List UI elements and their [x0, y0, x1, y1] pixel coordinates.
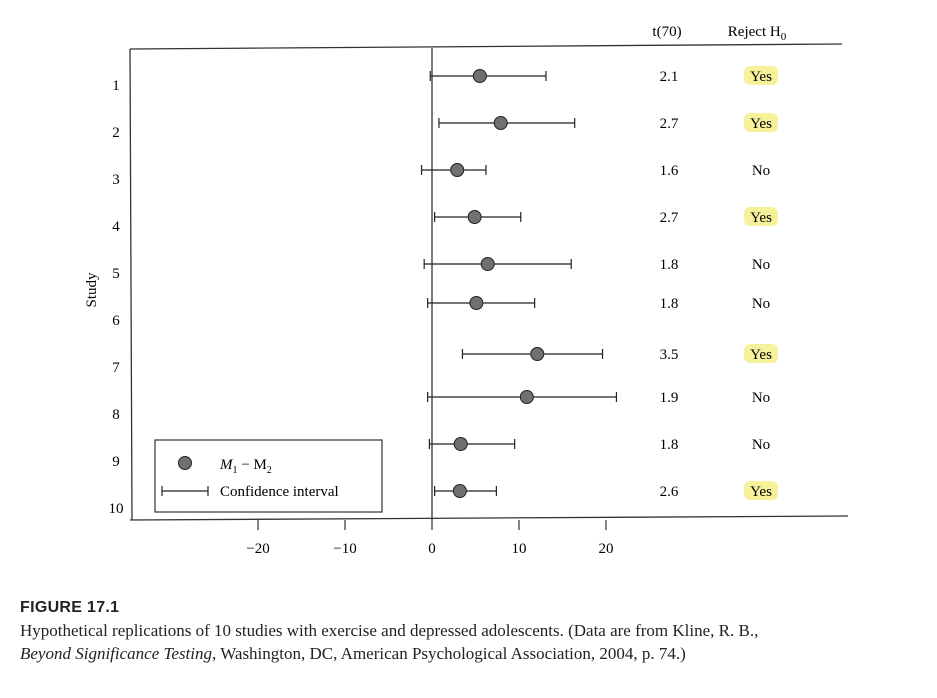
study-row-3: 3 1.6 No: [112, 163, 770, 188]
study-label: 2: [112, 125, 120, 141]
caption-line-2: Beyond Significance Testing, Washington,…: [20, 642, 920, 665]
mean-point: [480, 257, 495, 271]
yes-highlight: [744, 344, 778, 363]
mean-point: [519, 390, 534, 404]
reject-header-sub: 0: [781, 31, 787, 43]
t-value: 1.8: [660, 296, 679, 312]
study-label: 4: [112, 219, 120, 235]
bottom-rule: [129, 515, 849, 521]
reject-value: No: [752, 296, 770, 312]
legend-point-label: M1 − M2: [219, 457, 272, 476]
study-label: 9: [112, 454, 120, 470]
yes-highlight: [744, 481, 778, 500]
study-label: 3: [112, 172, 120, 188]
legend: M1 − M2 Confidence interval: [154, 439, 383, 513]
reject-header: Reject H0: [728, 24, 787, 43]
t-header: t(70): [652, 24, 681, 40]
study-label: 1: [112, 78, 120, 94]
study-label: 8: [112, 407, 120, 423]
figure-label: FIGURE 17.1: [20, 599, 120, 616]
t-value: 3.5: [660, 347, 679, 363]
x-tick-label: −20: [246, 541, 269, 557]
study-row-8: 8 1.9 No: [112, 390, 770, 423]
x-tick-label: 0: [428, 541, 436, 557]
reject-value: Yes: [750, 347, 772, 363]
x-tick-label: 20: [599, 541, 614, 557]
reject-value: No: [752, 437, 770, 453]
x-tick-label: 10: [512, 541, 527, 557]
mean-point: [453, 437, 468, 451]
reject-value: No: [752, 257, 770, 273]
forest-plot: t(70) Reject H0 Study 1 2.1 Yes 2 2.7 Yes 3 1.6…: [84, 24, 849, 557]
figure-caption: FIGURE 17.1 Hypothetical replications of…: [20, 596, 920, 665]
legend-ci-label: Confidence interval: [220, 484, 339, 500]
mean-point: [493, 116, 508, 130]
caption-line-2-rest: , Washington, DC, American Psychological…: [212, 644, 686, 663]
t-value: 2.1: [660, 69, 679, 85]
mean-point: [469, 296, 484, 310]
study-row-9: 9 1.8 No: [112, 437, 770, 470]
reject-value: Yes: [750, 484, 772, 500]
study-label: 5: [112, 266, 120, 282]
t-value: 1.6: [660, 163, 679, 179]
study-row-2: 2 2.7 Yes: [112, 113, 778, 141]
t-value: 1.8: [660, 437, 679, 453]
mean-point: [452, 484, 467, 498]
mean-point: [450, 163, 465, 177]
study-row-7: 7 3.5 Yes: [112, 344, 778, 376]
study-row-5: 5 1.8 No: [112, 257, 770, 282]
reject-value: Yes: [750, 116, 772, 132]
legend-box: [154, 439, 383, 513]
study-row-4: 4 2.7 Yes: [112, 207, 778, 235]
left-frame: [129, 48, 133, 521]
study-label: 10: [109, 501, 124, 517]
top-rule: [129, 43, 843, 50]
study-label: 6: [112, 313, 120, 329]
t-value: 2.7: [660, 210, 679, 226]
caption-book-title: Beyond Significance Testing: [20, 644, 213, 663]
study-row-6: 6 1.8 No: [112, 296, 770, 329]
yes-highlight: [744, 66, 778, 85]
study-row-1: 1 2.1 Yes: [112, 66, 778, 94]
t-value: 2.6: [660, 484, 679, 500]
t-value: 2.7: [660, 116, 679, 132]
mean-point: [472, 69, 487, 83]
yes-highlight: [744, 113, 778, 132]
t-value: 1.9: [660, 390, 679, 406]
yes-highlight: [744, 207, 778, 226]
mean-point: [467, 210, 482, 224]
reject-value: Yes: [750, 210, 772, 226]
t-value: 1.8: [660, 257, 679, 273]
reject-value: No: [752, 390, 770, 406]
mean-point: [530, 347, 545, 361]
study-label: 7: [112, 360, 120, 376]
x-tick-label: −10: [333, 541, 356, 557]
reject-value: Yes: [750, 69, 772, 85]
y-axis-label: Study: [84, 272, 100, 308]
caption-line-1: Hypothetical replications of 10 studies …: [20, 621, 759, 640]
study-row-10: 10 2.6 Yes: [109, 481, 778, 517]
reject-value: No: [752, 163, 770, 179]
legend-point-marker: [178, 456, 192, 470]
